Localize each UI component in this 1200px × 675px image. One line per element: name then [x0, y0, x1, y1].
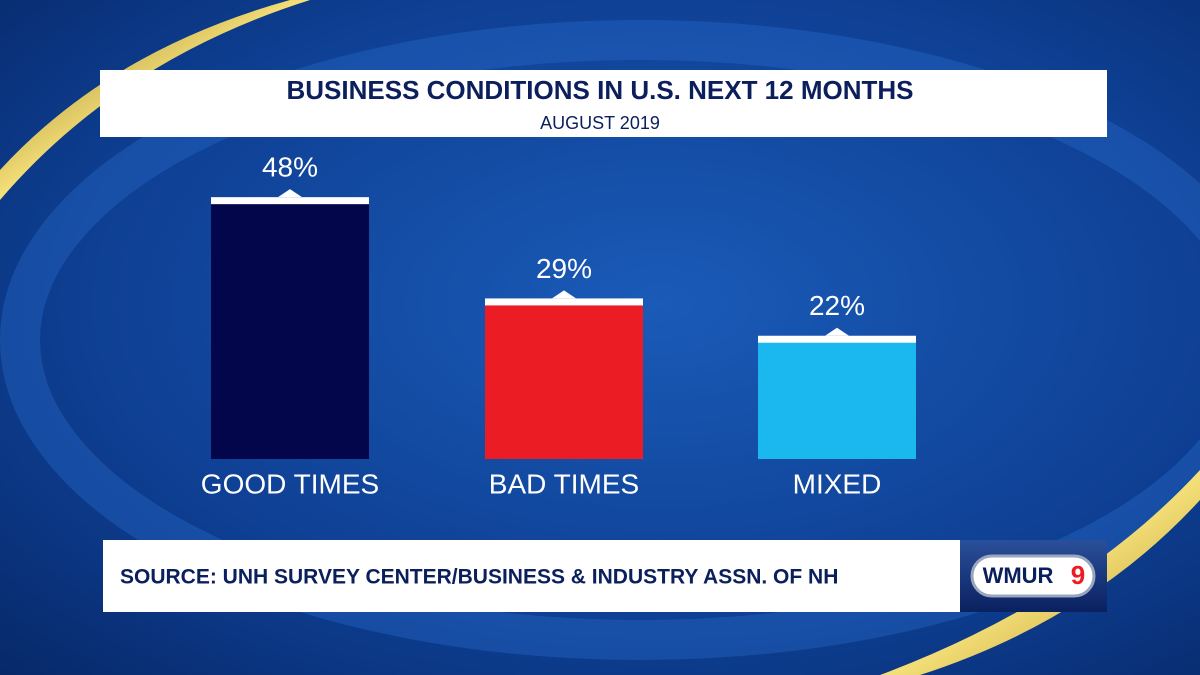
logo: WMUR	[983, 563, 1054, 588]
value-label: 22%	[809, 290, 865, 321]
x-tick-label: MIXED	[793, 468, 882, 499]
chart-title: BUSINESS CONDITIONS IN U.S. NEXT 12 MONT…	[287, 75, 914, 105]
x-tick-label: BAD TIMES	[489, 468, 639, 499]
x-tick-label: GOOD TIMES	[201, 468, 379, 499]
bar-cap	[485, 298, 643, 306]
title-bar	[100, 70, 1107, 137]
value-label: 29%	[536, 253, 592, 284]
bar	[758, 341, 916, 459]
bar-cap-notch	[278, 189, 302, 198]
chart-subtitle: AUGUST 2019	[540, 113, 660, 133]
bar	[485, 304, 643, 459]
value-label: 48%	[262, 152, 318, 183]
source: SOURCE: UNH SURVEY CENTER/BUSINESS & IND…	[120, 566, 838, 589]
source-bar	[103, 540, 960, 612]
background-swoosh	[0, 20, 1200, 660]
bar	[211, 203, 369, 459]
logo-badge	[970, 554, 1096, 598]
bar-cap	[758, 335, 916, 343]
bar-cap-notch	[825, 327, 849, 336]
bar-cap	[211, 197, 369, 205]
bar-cap-notch	[552, 290, 576, 299]
logo-channel: 9	[1071, 560, 1085, 590]
